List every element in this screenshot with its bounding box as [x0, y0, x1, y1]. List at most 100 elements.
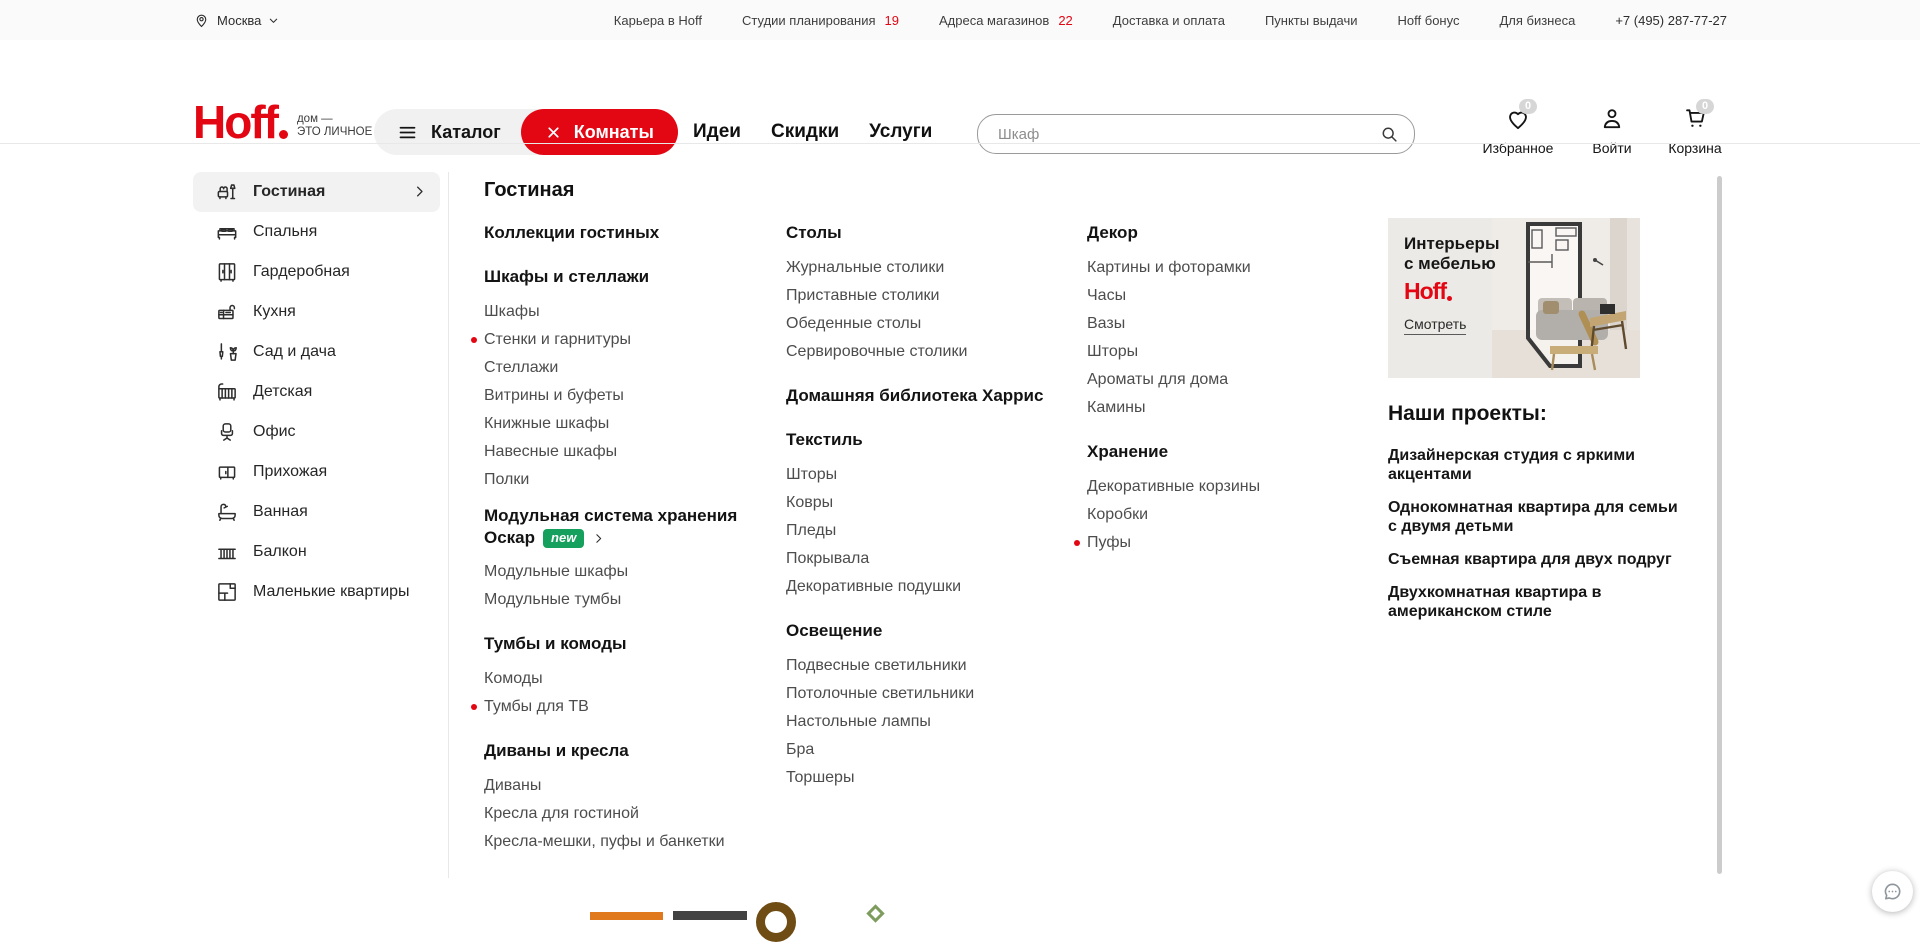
menu-link[interactable]: Часы — [1087, 287, 1127, 304]
nav-discounts[interactable]: Скидки — [770, 120, 840, 142]
banner-cta-link[interactable]: Смотреть — [1404, 316, 1467, 335]
menu-link[interactable]: Потолочные светильники — [786, 685, 975, 702]
topbar-link-for-business[interactable]: Для бизнеса — [1499, 12, 1576, 28]
menu-heading-tables[interactable]: Столы — [786, 223, 842, 242]
red-dot-marker — [1074, 540, 1080, 546]
menu-link[interactable]: Шкафы — [484, 303, 540, 320]
project-link[interactable]: Двухкомнатная квартира в американском ст… — [1388, 584, 1602, 620]
projects-section: Наши проекты: Дизайнерская студия с ярки… — [1388, 402, 1680, 635]
sidebar-item-bedroom[interactable]: Спальня — [193, 212, 440, 252]
sidebar-item-office[interactable]: Офис — [193, 412, 440, 452]
search-input[interactable] — [978, 125, 1379, 143]
cart-button[interactable]: 0 Корзина — [1668, 99, 1722, 156]
project-link[interactable]: Однокомнатная квартира для семьи с двумя… — [1388, 499, 1678, 535]
sidebar-item-kids[interactable]: Детская — [193, 372, 440, 412]
sidebar-item-living-room[interactable]: Гостиная — [193, 172, 440, 212]
menu-column-2: Столы Журнальные столики Приставные стол… — [786, 222, 1076, 796]
menu-link[interactable]: Торшеры — [786, 769, 855, 786]
search-button[interactable] — [1379, 124, 1414, 145]
sidebar-item-hallway[interactable]: Прихожая — [193, 452, 440, 492]
menu-link[interactable]: Полки — [484, 471, 530, 488]
menu-heading-home-library[interactable]: Домашняя библиотека Харрис — [786, 386, 1044, 405]
menu-link[interactable]: Пледы — [786, 522, 837, 539]
menu-link[interactable]: Модульные шкафы — [484, 563, 629, 580]
menu-link-with-dot[interactable]: Стенки и гарнитуры — [471, 330, 750, 350]
topbar-link-delivery-payment[interactable]: Доставка и оплата — [1112, 12, 1225, 28]
menu-link[interactable]: Ароматы для дома — [1087, 371, 1229, 388]
menu-link[interactable]: Витрины и буфеты — [484, 387, 624, 404]
menu-link[interactable]: Вазы — [1087, 315, 1126, 332]
menu-link[interactable]: Приставные столики — [786, 287, 940, 304]
menu-link[interactable]: Книжные шкафы — [484, 415, 610, 432]
menu-link[interactable]: Бра — [786, 741, 815, 758]
topbar-link-planning-studios[interactable]: Студии планирования 19 — [742, 12, 899, 28]
menu-heading-cabinets[interactable]: Шкафы и стеллажи — [484, 267, 650, 286]
menu-link-with-dot[interactable]: Тумбы для ТВ — [471, 697, 750, 717]
logo-text: Hoff — [193, 96, 279, 148]
hoff-logo[interactable]: Hoff дом — ЭТО ЛИЧНОЕ — [193, 96, 373, 148]
menu-heading-storage[interactable]: Хранение — [1087, 442, 1169, 461]
logo-tagline: дом — ЭТО ЛИЧНОЕ — [296, 113, 373, 138]
menu-heading-decor[interactable]: Декор — [1087, 223, 1138, 242]
topbar-link-career[interactable]: Карьера в Hoff — [613, 12, 703, 28]
menu-heading-textile[interactable]: Текстиль — [786, 430, 863, 449]
menu-link[interactable]: Стеллажи — [484, 359, 559, 376]
menu-link[interactable]: Подвесные светильники — [786, 657, 967, 674]
store-addresses-count: 22 — [1058, 12, 1073, 28]
menu-link[interactable]: Покрывала — [786, 550, 870, 567]
sidebar-item-kitchen[interactable]: Кухня — [193, 292, 440, 332]
menu-link[interactable]: Коробки — [1087, 506, 1149, 523]
sidebar-item-small-apartments[interactable]: Маленькие квартиры — [193, 572, 440, 612]
brand-logo-partial — [756, 902, 796, 942]
menu-link[interactable]: Навесные шкафы — [484, 443, 618, 460]
menu-link[interactable]: Сервировочные столики — [786, 343, 968, 360]
sidebar-item-bathroom[interactable]: Ванная — [193, 492, 440, 532]
menu-link[interactable]: Комоды — [484, 670, 543, 687]
project-link[interactable]: Дизайнерская студия с яркими акцентами — [1388, 447, 1636, 483]
chat-widget-button[interactable] — [1872, 871, 1913, 912]
menu-scrollbar[interactable] — [1717, 176, 1722, 874]
menu-link[interactable]: Журнальные столики — [786, 259, 945, 276]
city-selector[interactable]: Москва — [193, 0, 279, 40]
menu-link[interactable]: Ковры — [786, 494, 834, 511]
topbar-link-pickup-points[interactable]: Пункты выдачи — [1264, 12, 1358, 28]
bathtub-icon — [218, 503, 236, 521]
nav-ideas[interactable]: Идеи — [693, 120, 741, 142]
new-badge: new — [543, 528, 585, 548]
menu-heading-dressers[interactable]: Тумбы и комоды — [484, 634, 627, 653]
menu-heading-collections[interactable]: Коллекции гостиных — [484, 223, 660, 242]
sidebar-item-balcony[interactable]: Балкон — [193, 532, 440, 572]
menu-link[interactable]: Декоративные корзины — [1087, 478, 1261, 495]
menu-heading-modular-oskar[interactable]: Модульная система хранения Оскар new — [484, 506, 738, 548]
sidebar-divider — [448, 172, 449, 878]
favorites-button[interactable]: 0 Избранное — [1482, 99, 1554, 156]
sidebar-item-garden[interactable]: Сад и дача — [193, 332, 440, 372]
topbar-link-hoff-bonus[interactable]: Hoff бонус — [1397, 12, 1460, 28]
menu-link[interactable]: Камины — [1087, 399, 1146, 416]
topbar-link-store-addresses[interactable]: Адреса магазинов 22 — [939, 12, 1073, 28]
menu-link[interactable]: Обеденные столы — [786, 315, 922, 332]
catalog-button[interactable]: Каталог — [374, 109, 521, 155]
hallway-cabinet-icon — [218, 466, 236, 480]
menu-heading-lighting[interactable]: Освещение — [786, 621, 883, 640]
user-icon — [1603, 109, 1621, 129]
phone-number[interactable]: +7 (495) 287-77-27 — [1615, 12, 1727, 28]
menu-link[interactable]: Шторы — [786, 466, 838, 483]
menu-link[interactable]: Настольные лампы — [786, 713, 931, 730]
menu-link[interactable]: Диваны — [484, 777, 542, 794]
menu-link[interactable]: Кресла-мешки, пуфы и банкетки — [484, 833, 725, 850]
menu-link[interactable]: Кресла для гостиной — [484, 805, 639, 822]
chat-bubble-icon — [1884, 883, 1901, 900]
nav-services[interactable]: Услуги — [869, 120, 933, 142]
project-link[interactable]: Съемная квартира для двух подруг — [1388, 551, 1672, 568]
rooms-button[interactable]: Комнаты — [520, 109, 678, 155]
menu-link-with-dot[interactable]: Пуфы — [1074, 533, 1377, 553]
menu-link[interactable]: Декоративные подушки — [786, 578, 962, 595]
menu-heading-sofas[interactable]: Диваны и кресла — [484, 741, 629, 760]
login-button[interactable]: Войти — [1572, 105, 1652, 156]
sidebar-item-wardrobe[interactable]: Гардеробная — [193, 252, 440, 292]
menu-link[interactable]: Шторы — [1087, 343, 1139, 360]
menu-link[interactable]: Модульные тумбы — [484, 591, 622, 608]
menu-link[interactable]: Картины и фоторамки — [1087, 259, 1251, 276]
interiors-banner[interactable]: Интерьеры с мебелью Hoff Смотреть — [1388, 218, 1640, 378]
